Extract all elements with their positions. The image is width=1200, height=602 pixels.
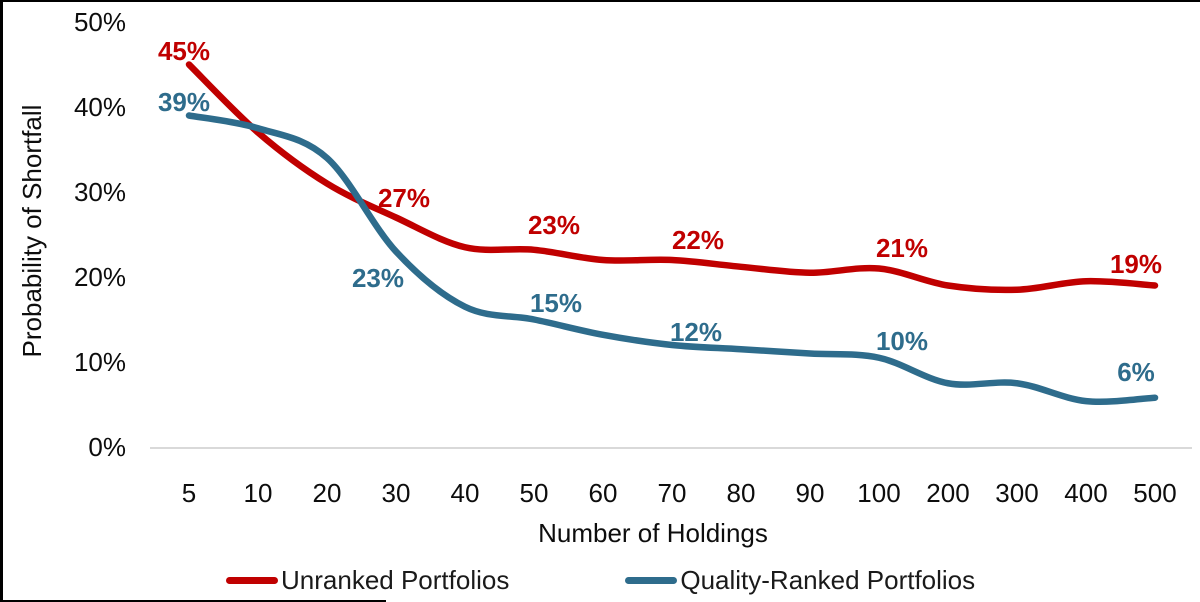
data-label-unranked-portfolios: 23% (527, 209, 581, 240)
x-tick-label: 60 (588, 478, 618, 508)
legend-swatch-icon (625, 576, 678, 584)
y-tick-label: 40% (73, 92, 126, 122)
x-tick-label: 400 (1064, 478, 1108, 508)
x-tick-label: 300 (995, 478, 1039, 508)
x-tick-label: 80 (726, 478, 756, 508)
x-tick-label: 70 (657, 478, 687, 508)
x-tick-label: 200 (926, 478, 970, 508)
data-label-quality-ranked-portfolios: 10% (875, 325, 929, 356)
y-tick-label: 50% (73, 7, 126, 37)
y-tick-label: 30% (73, 177, 126, 207)
frame-border-bottom (0, 600, 386, 602)
y-tick-label: 10% (73, 347, 126, 377)
x-tick-label: 50 (519, 478, 549, 508)
x-axis-title: Number of Holdings (538, 518, 768, 548)
y-tick-label: 0% (88, 432, 126, 462)
data-label-unranked-portfolios: 21% (875, 232, 929, 263)
frame-border-left (0, 0, 3, 602)
legend-label: Unranked Portfolios (281, 564, 510, 595)
chart-legend: Unranked Portfolios Quality-Ranked Portfo… (226, 563, 975, 597)
data-label-quality-ranked-portfolios: 15% (529, 287, 583, 318)
data-label-unranked-portfolios: 45% (157, 35, 211, 66)
series-line-unranked-portfolios (185, 61, 1159, 294)
y-tick-label: 20% (73, 262, 126, 292)
x-tick-label: 500 (1133, 478, 1177, 508)
data-label-quality-ranked-portfolios: 12% (669, 317, 723, 347)
data-label-quality-ranked-portfolios: 39% (157, 86, 211, 117)
x-tick-label: 20 (312, 478, 342, 508)
legend-label: Quality-Ranked Portfolios (680, 564, 976, 595)
legend-item-quality-ranked-portfolios: Quality-Ranked Portfolios (625, 565, 975, 596)
x-tick-label: 90 (795, 478, 825, 508)
x-tick-label: 5 (181, 478, 197, 508)
x-tick-label: 30 (381, 478, 411, 508)
data-label-unranked-portfolios: 19% (1109, 248, 1163, 279)
data-label-quality-ranked-portfolios: 6% (1117, 356, 1155, 387)
legend-swatch-icon (226, 576, 278, 584)
legend-item-unranked-portfolios: Unranked Portfolios (226, 565, 509, 596)
series-line-quality-ranked-portfolios (185, 112, 1159, 405)
data-label-unranked-portfolios: 22% (671, 225, 725, 255)
data-label-quality-ranked-portfolios: 23% (351, 262, 405, 293)
x-tick-label: 10 (243, 478, 273, 508)
x-tick-label: 100 (857, 478, 901, 508)
frame-border-top (0, 0, 1200, 2)
data-label-unranked-portfolios: 27% (377, 182, 431, 213)
x-tick-label: 40 (450, 478, 480, 508)
